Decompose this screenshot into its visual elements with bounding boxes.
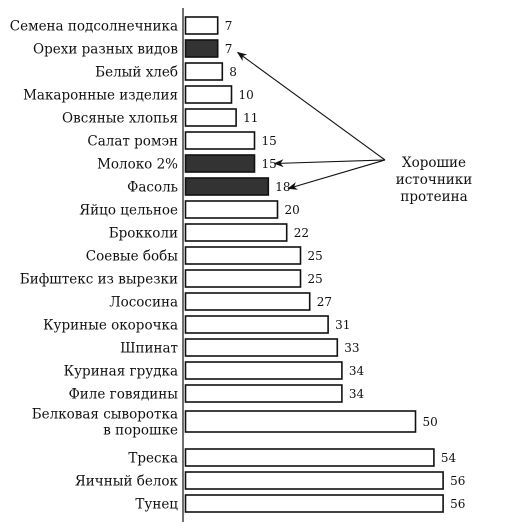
category-label: Белый хлеб [95, 65, 178, 81]
value-label: 7 [225, 42, 233, 56]
category-label: Бифштекс из вырезки [20, 272, 178, 288]
bar-Бифштекс-из-вырезки [184, 269, 302, 288]
category-label: Треска [128, 451, 178, 467]
bar-Яичный-белок [184, 471, 444, 490]
bar-row: Белый хлеб 8 [95, 62, 237, 81]
bar-row: Овсяные хлопья 11 [62, 108, 258, 127]
category-label: Куриная грудка [64, 364, 178, 380]
category-label: Орехи разных видов [33, 42, 178, 58]
bar-Куриная-грудка [184, 361, 343, 380]
bar-row: Тунец 56 [135, 494, 465, 513]
category-label: Молоко 2% [97, 157, 178, 173]
category-label: Филе говядины [69, 387, 179, 403]
bar-row: Лососина 27 [109, 292, 332, 311]
category-label: Белковая сыворотка в порошке [32, 407, 178, 439]
bar-Филе-говядины [184, 384, 343, 403]
bar-row: Орехи разных видов 7 [33, 39, 233, 58]
bar-Макаронные-изделия [184, 85, 233, 104]
value-label: 15 [262, 134, 277, 148]
category-label: Соевые бобы [86, 249, 178, 265]
bar-row: Бифштекс из вырезки 25 [20, 269, 323, 288]
annotation-text: Хорошие источники протеина [396, 155, 473, 205]
value-label: 31 [335, 318, 350, 332]
value-label: 18 [275, 180, 290, 194]
bar-row: Яичный белок 56 [75, 471, 465, 490]
bar-row: Яйцо цельное 20 [79, 200, 300, 219]
bar-Куриные-окорочка [184, 315, 329, 334]
value-label: 56 [450, 474, 465, 488]
value-label: 56 [450, 497, 465, 511]
bar-row: Треска 54 [128, 448, 457, 467]
bar-Яйцо-цельное [184, 200, 279, 219]
bar-row: Шпинат 33 [120, 338, 360, 357]
bar-row: Филе говядины 34 [69, 384, 365, 403]
category-label: Яйцо цельное [79, 203, 178, 219]
bar-Треска [184, 448, 435, 467]
bar-row: Макаронные изделия 10 [23, 85, 254, 104]
annotation-good-protein-sources: Хорошие источники протеина [236, 51, 473, 205]
annotation-arrow [287, 159, 386, 190]
value-label: 7 [225, 19, 233, 33]
value-label: 22 [294, 226, 309, 240]
category-label: Макаронные изделия [23, 88, 178, 104]
bar-row: Фасоль 18 [127, 177, 291, 196]
bar-Лососина [184, 292, 311, 311]
category-label: Тунец [135, 497, 178, 513]
value-label: 34 [349, 387, 365, 401]
bar-row: Брокколи 22 [109, 223, 309, 242]
bar-Молоко-2% [184, 154, 256, 173]
value-label: 10 [239, 88, 254, 102]
category-label: Овсяные хлопья [62, 111, 178, 127]
value-label: 27 [317, 295, 332, 309]
category-label: Куриные окорочка [43, 318, 178, 334]
value-label: 15 [262, 157, 277, 171]
category-label: Фасоль [127, 180, 178, 196]
bar-Салат-ромэн [184, 131, 256, 150]
category-label: Шпинат [120, 341, 178, 357]
category-label: Семена подсолнечника [10, 19, 178, 35]
bar-row: Белковая сыворотка в порошке 50 [32, 407, 438, 439]
bar-Соевые-бобы [184, 246, 302, 265]
bar-Орехи-разных-видов [184, 39, 219, 58]
bar-row: Куриные окорочка 31 [43, 315, 350, 334]
bar-row: Салат ромэн 15 [87, 131, 277, 150]
value-label: 50 [423, 415, 438, 429]
bar-row: Молоко 2% 15 [97, 154, 277, 173]
bar-Семена-подсолнечника [184, 16, 219, 35]
value-label: 11 [243, 111, 258, 125]
bar-Брокколи [184, 223, 288, 242]
value-label: 54 [441, 451, 457, 465]
value-label: 25 [308, 249, 323, 263]
bar-Тунец [184, 494, 444, 513]
bar-Белый-хлеб [184, 62, 224, 81]
bar-Фасоль [184, 177, 270, 196]
value-label: 25 [308, 272, 323, 286]
bar-row: Куриная грудка 34 [64, 361, 365, 380]
annotation-arrow [236, 51, 386, 161]
value-label: 34 [349, 364, 365, 378]
bar-Шпинат [184, 338, 339, 357]
value-label: 33 [344, 341, 359, 355]
value-label: 20 [285, 203, 300, 217]
bar-row: Семена подсолнечника 7 [10, 16, 233, 35]
bar-Белковая-сыворотка-в-порошке [184, 410, 417, 433]
category-label: Лососина [109, 295, 178, 311]
annotation-arrow [273, 159, 386, 168]
bar-Овсяные-хлопья [184, 108, 237, 127]
bar-row: Соевые бобы 25 [86, 246, 323, 265]
category-label: Брокколи [109, 226, 178, 242]
value-label: 8 [229, 65, 237, 79]
category-label: Салат ромэн [87, 134, 178, 150]
category-label: Яичный белок [75, 474, 179, 490]
